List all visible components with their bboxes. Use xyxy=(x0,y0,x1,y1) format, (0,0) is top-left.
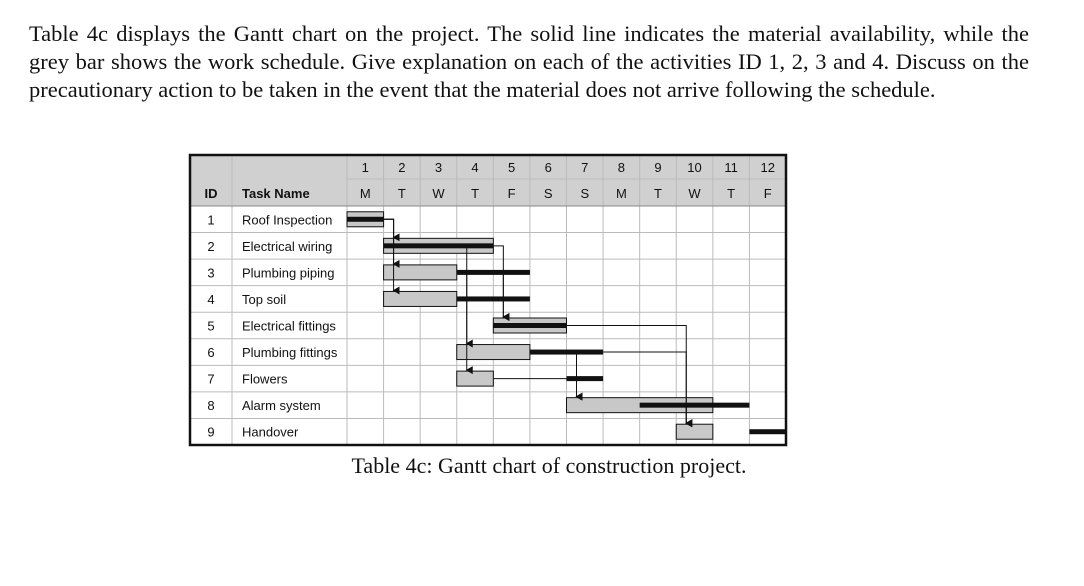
day-number: 9 xyxy=(654,160,661,175)
task-id: 3 xyxy=(207,265,214,280)
day-letter: M xyxy=(360,186,371,201)
day-letter: M xyxy=(616,186,627,201)
material-availability-line xyxy=(749,429,786,435)
day-letter: T xyxy=(398,186,406,201)
day-letter: S xyxy=(580,186,589,201)
dependency-arrow xyxy=(502,271,530,321)
task-name: Top soil xyxy=(242,292,286,307)
day-letter: F xyxy=(508,186,516,201)
day-number: 1 xyxy=(362,160,369,175)
day-letter: W xyxy=(432,186,445,201)
dependency-arrow xyxy=(383,218,400,295)
task-id: 4 xyxy=(207,292,214,307)
question-text: Table 4c displays the Gantt chart on the… xyxy=(29,21,1029,102)
day-number: 11 xyxy=(724,160,738,175)
day-number: 12 xyxy=(760,160,774,175)
task-name: Plumbing piping xyxy=(242,265,335,280)
task-id: 2 xyxy=(207,239,214,254)
dependency-arrow xyxy=(493,378,583,401)
material-availability-line xyxy=(456,296,530,302)
task-name: Handover xyxy=(242,425,299,440)
task-id: 6 xyxy=(207,345,214,360)
day-number: 4 xyxy=(471,160,478,175)
task-name: Electrical fittings xyxy=(242,319,336,334)
dependency-arrow xyxy=(529,351,583,401)
task-id: 9 xyxy=(207,425,214,440)
dependency-arrow xyxy=(603,351,693,428)
task-column-header: Task Name xyxy=(242,186,310,201)
day-number: 3 xyxy=(435,160,442,175)
task-name: Electrical wiring xyxy=(242,239,332,254)
task-name: Alarm system xyxy=(242,398,321,413)
dependency-arrow xyxy=(685,404,713,428)
work-schedule-bar xyxy=(383,264,458,281)
day-number: 7 xyxy=(581,160,588,175)
table-border xyxy=(188,153,788,447)
day-letter: T xyxy=(727,186,735,201)
day-number: 5 xyxy=(508,160,515,175)
dependency-arrow xyxy=(456,245,473,348)
task-name: Flowers xyxy=(242,372,288,387)
task-id: 7 xyxy=(207,372,214,387)
table-caption: Table 4c: Gantt chart of construction pr… xyxy=(351,453,747,478)
work-schedule-bar xyxy=(456,344,531,361)
task-name: Plumbing fittings xyxy=(242,345,338,360)
header-background xyxy=(190,155,786,206)
dependency-arrow xyxy=(383,218,400,242)
task-id: 1 xyxy=(207,212,214,227)
day-letter: W xyxy=(688,186,701,201)
id-column-header: ID xyxy=(205,186,218,201)
task-id: 5 xyxy=(207,319,214,334)
material-availability-line xyxy=(383,243,494,249)
day-number: 10 xyxy=(687,160,701,175)
work-schedule-bar xyxy=(456,370,494,387)
dependency-arrow xyxy=(493,245,510,321)
day-number: 6 xyxy=(545,160,552,175)
day-letter: T xyxy=(654,186,662,201)
material-availability-line xyxy=(456,269,530,275)
day-letter: S xyxy=(544,186,553,201)
material-availability-line xyxy=(566,376,604,382)
day-number: 8 xyxy=(618,160,625,175)
material-availability-line xyxy=(493,323,567,328)
day-letter: T xyxy=(471,186,479,201)
day-number: 2 xyxy=(398,160,405,175)
dependency-arrow xyxy=(456,271,473,375)
task-name: Roof Inspection xyxy=(242,212,332,227)
material-availability-line xyxy=(347,216,384,222)
work-schedule-bar xyxy=(675,423,714,440)
day-letter: F xyxy=(764,186,772,201)
work-schedule-bar xyxy=(383,290,458,307)
task-id: 8 xyxy=(207,398,214,413)
